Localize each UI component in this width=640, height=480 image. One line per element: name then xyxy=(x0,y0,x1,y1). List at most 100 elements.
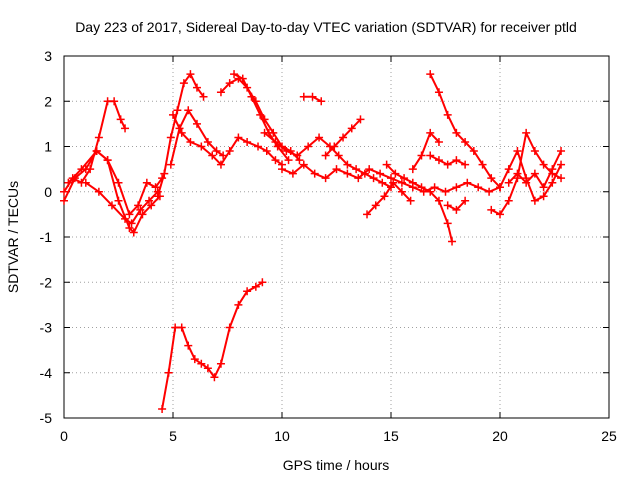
x-tick-label: 0 xyxy=(60,428,68,444)
data-point xyxy=(125,223,134,232)
series-arc-t xyxy=(487,128,566,219)
data-point xyxy=(234,300,243,309)
data-point xyxy=(179,79,188,88)
data-point xyxy=(478,160,487,169)
x-tick-label: 25 xyxy=(601,428,617,444)
data-point xyxy=(203,137,212,146)
y-tick-label: -2 xyxy=(40,274,53,290)
data-point xyxy=(271,156,280,165)
data-point xyxy=(197,359,206,368)
data-point xyxy=(77,165,86,174)
data-point xyxy=(522,128,531,137)
data-point xyxy=(417,151,426,160)
data-point xyxy=(184,106,193,115)
data-point xyxy=(256,110,265,119)
data-point xyxy=(184,341,193,350)
data-point xyxy=(387,174,395,183)
data-point xyxy=(434,156,443,165)
data-point xyxy=(64,178,73,187)
data-point xyxy=(513,169,522,178)
chart-title: Day 223 of 2017, Sidereal Day-to-day VTE… xyxy=(75,19,577,35)
data-point xyxy=(452,128,461,137)
data-point xyxy=(430,183,439,192)
data-point xyxy=(315,133,324,142)
data-point xyxy=(343,169,352,178)
data-point xyxy=(208,151,217,160)
series-arc-c xyxy=(64,147,164,237)
data-point xyxy=(284,156,293,165)
data-point xyxy=(107,201,116,210)
series-arc-d xyxy=(81,178,162,228)
series-arc-g xyxy=(169,110,286,169)
data-point xyxy=(110,97,119,106)
series-arc-i xyxy=(230,70,293,165)
data-point xyxy=(406,196,415,205)
data-point xyxy=(389,178,398,187)
data-point xyxy=(210,373,219,382)
x-axis-label: GPS time / hours xyxy=(283,457,390,473)
data-point xyxy=(299,92,308,101)
data-point xyxy=(469,147,478,156)
data-point xyxy=(378,178,387,187)
data-point xyxy=(463,178,472,187)
data-point xyxy=(376,169,385,178)
series-arc-j xyxy=(299,92,326,106)
data-point xyxy=(197,142,206,151)
data-point xyxy=(243,287,252,296)
data-point xyxy=(441,187,450,196)
data-point xyxy=(461,137,470,146)
data-point xyxy=(352,165,361,174)
series-arc-p xyxy=(408,128,443,174)
data-point xyxy=(295,156,304,165)
data-point xyxy=(278,165,286,174)
data-point xyxy=(60,187,68,196)
data-point xyxy=(487,174,496,183)
series-arc-q xyxy=(426,151,470,169)
data-point xyxy=(356,115,365,124)
data-point xyxy=(94,133,103,142)
data-point xyxy=(417,183,426,192)
series-trace xyxy=(161,281,264,410)
data-point xyxy=(391,169,400,178)
data-point xyxy=(317,97,326,106)
data-point xyxy=(426,70,435,79)
data-point xyxy=(557,160,566,169)
data-point xyxy=(530,169,539,178)
data-point xyxy=(262,147,271,156)
data-point xyxy=(216,160,225,169)
data-point xyxy=(153,192,162,201)
series-trace xyxy=(429,73,501,189)
data-point xyxy=(271,137,280,146)
data-point xyxy=(166,160,175,169)
x-tick-label: 5 xyxy=(169,428,177,444)
data-point xyxy=(513,147,522,156)
data-point xyxy=(408,178,417,187)
data-point xyxy=(487,205,496,214)
data-point xyxy=(151,183,160,192)
data-point xyxy=(282,147,291,156)
data-point xyxy=(461,196,470,205)
data-point xyxy=(94,187,103,196)
data-point xyxy=(485,187,494,196)
data-point xyxy=(116,115,125,124)
data-point xyxy=(225,323,234,332)
data-point xyxy=(60,196,68,205)
data-point xyxy=(310,169,319,178)
data-point xyxy=(382,160,391,169)
data-point xyxy=(408,165,417,174)
data-point xyxy=(145,196,154,205)
series-trace xyxy=(411,131,440,171)
data-point xyxy=(251,282,260,291)
data-point xyxy=(371,201,380,210)
data-point xyxy=(225,79,234,88)
data-point xyxy=(288,169,297,178)
data-point xyxy=(496,210,504,219)
data-point xyxy=(522,178,531,187)
data-point xyxy=(496,183,504,192)
data-point xyxy=(243,137,252,146)
data-point xyxy=(299,160,308,169)
series-trace xyxy=(366,181,412,216)
series-arc-k xyxy=(260,128,395,192)
